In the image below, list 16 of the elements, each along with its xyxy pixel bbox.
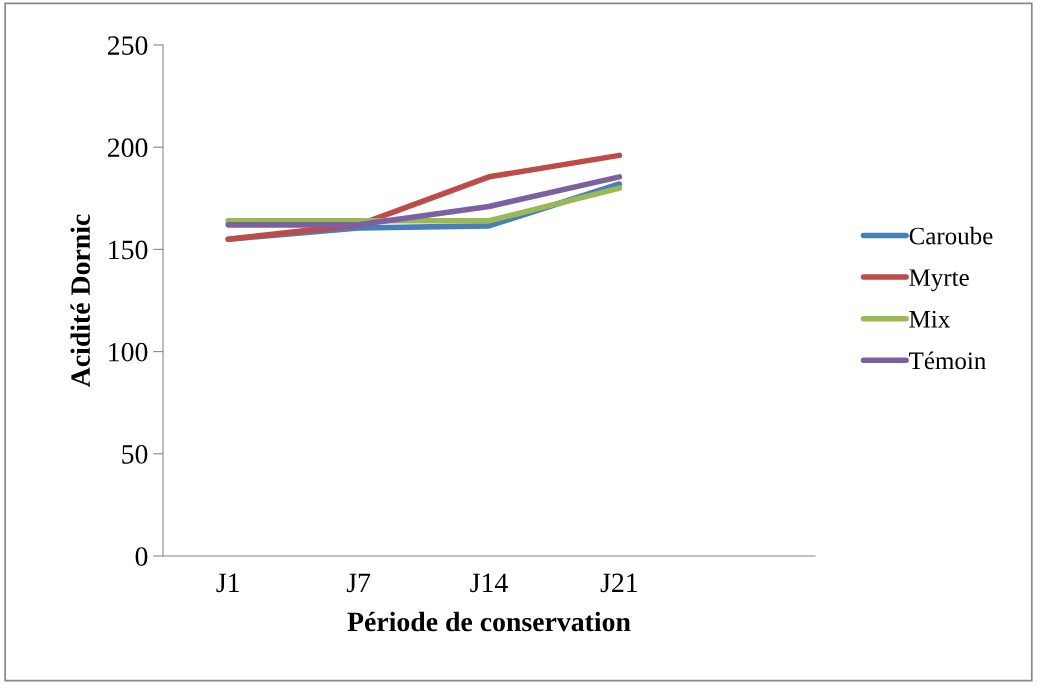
x-tick-label: J1 [216, 573, 239, 593]
x-tick-label: J21 [600, 573, 638, 593]
y-tick-label: 50 [122, 444, 148, 464]
x-tick-label: J14 [470, 573, 508, 593]
legend-label: Caroube [909, 226, 993, 245]
y-tick-label: 100 [109, 342, 148, 362]
x-axis-title: Période de conservation [347, 611, 631, 632]
legend-label: Mix [909, 310, 950, 328]
x-tick-label: J7 [346, 573, 371, 593]
y-tick-label: 250 [107, 36, 148, 55]
y-tick-label: 150 [109, 240, 148, 260]
y-axis-title: Acidité Dornic [70, 214, 90, 388]
legend-label: Myrte [909, 269, 969, 292]
legend-label: Témoin [909, 351, 986, 370]
y-tick-label: 0 [135, 547, 148, 566]
y-tick-label: 200 [107, 138, 148, 158]
